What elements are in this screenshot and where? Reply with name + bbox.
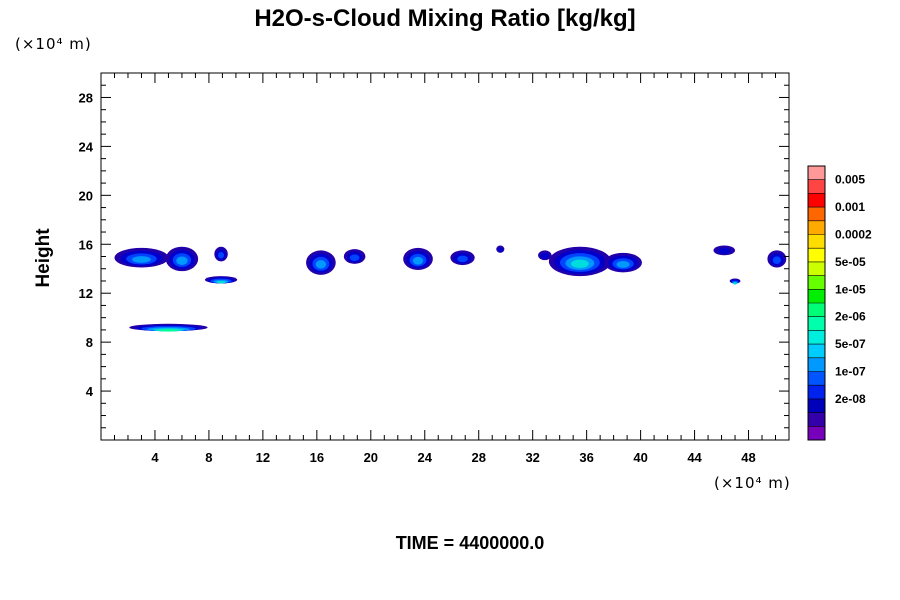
cloud-contour (540, 252, 549, 259)
cloud-contour (158, 329, 178, 332)
y-unit-label: (×10⁴ m) (15, 35, 92, 53)
colorbar-swatch (808, 179, 825, 194)
cloud-contour (216, 280, 226, 284)
colorbar-label: 2e-08 (835, 392, 866, 406)
cloud-feature (496, 245, 505, 253)
x-tick-label: 36 (579, 450, 593, 465)
cloud-feature (306, 250, 336, 275)
cloud-contour (457, 255, 468, 263)
colorbar-swatch (808, 344, 825, 359)
y-tick-label: 12 (79, 286, 93, 301)
colorbar-swatch (808, 220, 825, 235)
colorbar-swatch (808, 316, 825, 331)
y-tick-label: 8 (86, 335, 93, 350)
x-axis-ticks: 4 8 12 16 20 24 28 32 36 40 44 48 (113, 73, 777, 465)
colorbar: 0.005 0.001 0.0002 5e-05 1e-05 2e-06 5e-07 1e-0… (807, 165, 872, 441)
cloud-contour (616, 261, 630, 268)
colorbar-label: 0.001 (835, 200, 865, 214)
cloud-layer (114, 245, 787, 332)
y-tick-label: 4 (86, 384, 94, 399)
cloud-contour (412, 256, 424, 265)
cloud-feature (114, 247, 169, 268)
x-tick-label: 16 (310, 450, 324, 465)
x-tick-label: 20 (364, 450, 378, 465)
y-axis-title: Height (33, 228, 54, 288)
cloud-feature (538, 250, 552, 261)
cloud-contour (349, 254, 360, 261)
cloud-feature (729, 278, 741, 285)
colorbar-swatch (808, 207, 825, 222)
colorbar-swatch (808, 357, 825, 372)
colorbar-swatch (808, 248, 825, 263)
x-tick-label: 28 (471, 450, 485, 465)
colorbar-label: 5e-07 (835, 337, 866, 351)
cloud-feature (713, 245, 736, 256)
colorbar-label: 5e-05 (835, 255, 866, 269)
colorbar-label: 2e-06 (835, 310, 866, 324)
y-tick-label: 28 (79, 90, 93, 105)
colorbar-label: 0.0002 (835, 228, 872, 242)
cloud-contour (571, 259, 589, 268)
chart-title: H2O-s-Cloud Mixing Ratio [kg/kg] (254, 5, 635, 32)
colorbar-swatch (808, 234, 825, 249)
y-tick-label: 16 (79, 237, 93, 252)
cloud-contour (772, 256, 782, 264)
colorbar-label: 1e-07 (835, 365, 866, 379)
x-tick-label: 12 (256, 450, 270, 465)
y-axis-ticks: 4 8 12 16 20 24 28 (79, 84, 789, 429)
cloud-contour (733, 282, 737, 285)
x-tick-label: 44 (687, 450, 702, 465)
cloud-feature (548, 246, 611, 277)
colorbar-label: 1e-05 (835, 282, 866, 296)
colorbar-swatch (808, 193, 825, 208)
colorbar-swatch (808, 166, 825, 180)
colorbar-swatch (808, 289, 825, 304)
colorbar-swatch (808, 275, 825, 290)
cloud-contour (218, 251, 225, 259)
colorbar-swatch (808, 330, 825, 345)
y-tick-label: 20 (79, 188, 93, 203)
colorbar-swatch (808, 261, 825, 276)
plot-frame (100, 72, 790, 441)
colorbar-swatch (808, 371, 825, 386)
cloud-feature (403, 247, 433, 270)
y-tick-label: 24 (79, 139, 94, 154)
colorbar-swatch (808, 303, 825, 317)
cloud-feature (214, 246, 228, 262)
cloud-feature (343, 249, 366, 264)
cloud-feature (450, 250, 475, 266)
cloud-feature (204, 276, 238, 284)
time-label: TIME = 4400000.0 (396, 533, 545, 553)
x-tick-label: 24 (418, 450, 433, 465)
colorbar-swatch (808, 426, 825, 441)
x-unit-label: (×10⁴ m) (714, 474, 791, 492)
colorbar-swatch (808, 398, 825, 413)
cloud-contour (176, 256, 188, 266)
colorbar-swatch (808, 385, 825, 400)
cloud-contour (717, 247, 731, 254)
x-tick-label: 40 (633, 450, 647, 465)
x-tick-label: 4 (151, 450, 159, 465)
cloud-feature (129, 323, 208, 332)
x-tick-label: 48 (741, 450, 755, 465)
cloud-contour (497, 247, 503, 253)
cloud-contour (132, 256, 151, 263)
cloud-contour (315, 260, 327, 269)
cloud-feature (767, 250, 787, 268)
colorbar-swatch (808, 412, 825, 427)
x-tick-label: 8 (205, 450, 212, 465)
colorbar-label: 0.005 (835, 173, 865, 187)
x-tick-label: 32 (525, 450, 539, 465)
cloud-feature (604, 252, 642, 273)
cloud-feature (165, 246, 199, 272)
